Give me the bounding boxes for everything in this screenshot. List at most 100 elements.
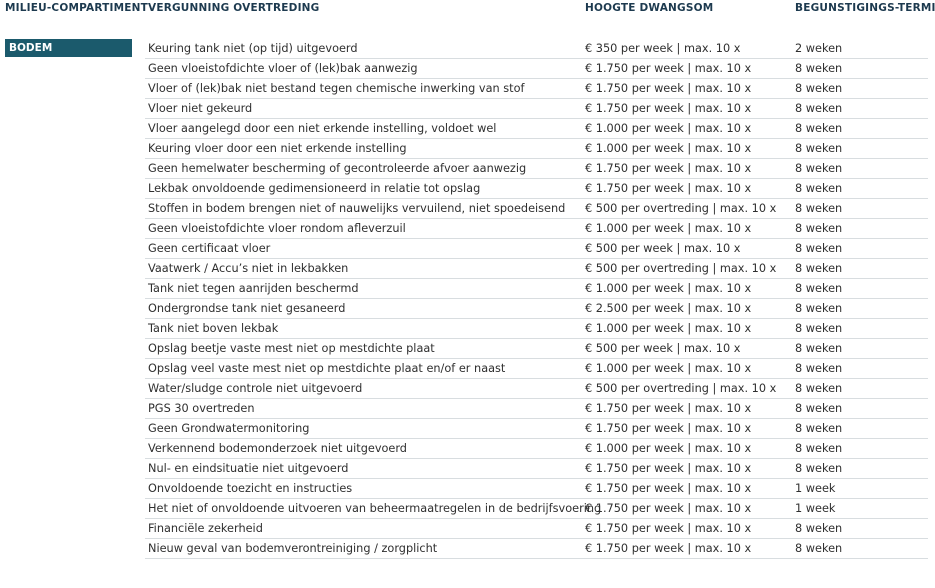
violation: Geen vloeistofdichte vloer rondom afleve…: [148, 222, 406, 235]
violation: Keuring tank niet (op tijd) uitgevoerd: [148, 42, 358, 55]
table-row: Vloer aangelegd door een niet erkende in…: [145, 119, 928, 139]
penalty-amount: € 1.000 per week | max. 10 x: [585, 322, 752, 335]
violation: Financiële zekerheid: [148, 522, 263, 535]
table-row: Geen certificaat vloer € 500 per week | m…: [145, 239, 928, 259]
violation: Opslag beetje vaste mest niet op mestdic…: [148, 342, 435, 355]
table-row: Tank niet boven lekbak € 1.000 per week |…: [145, 319, 928, 339]
violation: PGS 30 overtreden: [148, 402, 255, 415]
penalty-amount: € 500 per overtreding | max. 10 x: [585, 202, 777, 215]
penalty-amount: € 500 per overtreding | max. 10 x: [585, 382, 777, 395]
penalty-amount: € 1.000 per week | max. 10 x: [585, 362, 752, 375]
penalty-amount: € 500 per overtreding | max. 10 x: [585, 262, 777, 275]
grace-period: 8 weken: [795, 122, 843, 135]
violation: Nul- en eindsituatie niet uitgevoerd: [148, 462, 349, 475]
violation: Tank niet boven lekbak: [148, 322, 279, 335]
grace-period: 1 week: [795, 482, 836, 495]
grace-period: 8 weken: [795, 282, 843, 295]
column-header: BEGUNSTIGINGS-TERMIJN: [795, 2, 935, 14]
violation: Opslag veel vaste mest niet op mestdicht…: [148, 362, 506, 375]
violation: Water/sludge controle niet uitgevoerd: [148, 382, 363, 395]
violation: Geen vloeistofdichte vloer of (lek)bak a…: [148, 62, 418, 75]
penalty-amount: € 1.750 per week | max. 10 x: [585, 402, 752, 415]
grace-period: 8 weken: [795, 162, 843, 175]
table-row: Opslag beetje vaste mest niet op mestdic…: [145, 339, 928, 359]
grace-period: 8 weken: [795, 262, 843, 275]
penalty-amount: € 500 per week | max. 10 x: [585, 342, 741, 355]
grace-period: 8 weken: [795, 342, 843, 355]
penalty-amount: € 1.750 per week | max. 10 x: [585, 462, 752, 475]
grace-period: 8 weken: [795, 102, 843, 115]
penalty-amount: € 1.750 per week | max. 10 x: [585, 502, 752, 515]
violation: Vloer niet gekeurd: [148, 102, 253, 115]
table-row: Onvoldoende toezicht en instructies € 1.7…: [145, 479, 928, 499]
penalty-amount: € 1.750 per week | max. 10 x: [585, 482, 752, 495]
penalty-amount: € 500 per week | max. 10 x: [585, 242, 741, 255]
grace-period: 8 weken: [795, 82, 843, 95]
violation: Onvoldoende toezicht en instructies: [148, 482, 353, 495]
grace-period: 8 weken: [795, 362, 843, 375]
column-header: MILIEU-COMPARTIMENT: [5, 2, 149, 14]
grace-period: 8 weken: [795, 222, 843, 235]
violation: Verkennend bodemonderzoek niet uitgevoer…: [148, 442, 407, 455]
grace-period: 8 weken: [795, 442, 843, 455]
table-row: Geen vloeistofdichte vloer rondom afleve…: [145, 219, 928, 239]
table-row: Vloer niet gekeurd € 1.750 per week | max…: [145, 99, 928, 119]
grace-period: 8 weken: [795, 462, 843, 475]
table-row: Water/sludge controle niet uitgevoerd € 5…: [145, 379, 928, 399]
table-row: Lekbak onvoldoende gedimensioneerd in re…: [145, 179, 928, 199]
penalty-amount: € 1.750 per week | max. 10 x: [585, 102, 752, 115]
table-row: Keuring tank niet (op tijd) uitgevoerd € …: [145, 39, 928, 59]
grace-period: 8 weken: [795, 62, 843, 75]
violation: Tank niet tegen aanrijden beschermd: [148, 282, 359, 295]
grace-period: 8 weken: [795, 382, 843, 395]
grace-period: 8 weken: [795, 182, 843, 195]
column-header: HOOGTE DWANGSOM: [585, 2, 714, 14]
table-row: Stoffen in bodem brengen niet of nauweli…: [145, 199, 928, 219]
penalty-amount: € 1.750 per week | max. 10 x: [585, 522, 752, 535]
table-row: Nul- en eindsituatie niet uitgevoerd € 1.…: [145, 459, 928, 479]
table-row: Ondergrondse tank niet gesaneerd € 2.500 …: [145, 299, 928, 319]
penalty-amount: € 2.500 per week | max. 10 x: [585, 302, 752, 315]
grace-period: 8 weken: [795, 422, 843, 435]
table-row: Het niet of onvoldoende uitvoeren van be…: [145, 499, 928, 519]
violation: Lekbak onvoldoende gedimensioneerd in re…: [148, 182, 481, 195]
penalty-amount: € 1.000 per week | max. 10 x: [585, 282, 752, 295]
grace-period: 8 weken: [795, 302, 843, 315]
table-row: Tank niet tegen aanrijden beschermd € 1.0…: [145, 279, 928, 299]
table-row: Geen hemelwater bescherming of gecontrol…: [145, 159, 928, 179]
column-header: VERGUNNING OVERTREDING: [148, 2, 320, 14]
table-row: Vaatwerk / Accu’s niet in lekbakken € 500…: [145, 259, 928, 279]
penalty-amount: € 1.750 per week | max. 10 x: [585, 542, 752, 555]
penalty-amount: € 1.750 per week | max. 10 x: [585, 82, 752, 95]
grace-period: 8 weken: [795, 202, 843, 215]
penalty-amount: € 1.750 per week | max. 10 x: [585, 182, 752, 195]
penalty-amount: € 1.000 per week | max. 10 x: [585, 122, 752, 135]
grace-period: 1 week: [795, 502, 836, 515]
violation: Geen hemelwater bescherming of gecontrol…: [148, 162, 527, 175]
table-row: PGS 30 overtreden € 1.750 per week | max.…: [145, 399, 928, 419]
compartment-label: BODEM: [5, 39, 132, 57]
grace-period: 8 weken: [795, 322, 843, 335]
violation: Vloer aangelegd door een niet erkende in…: [148, 122, 497, 135]
table-row: Nieuw geval van bodemverontreiniging / z…: [145, 539, 928, 559]
grace-period: 8 weken: [795, 142, 843, 155]
penalty-amount: € 1.000 per week | max. 10 x: [585, 442, 752, 455]
violation: Het niet of onvoldoende uitvoeren van be…: [148, 502, 602, 515]
violation: Stoffen in bodem brengen niet of nauweli…: [148, 202, 566, 215]
penalty-amount: € 1.000 per week | max. 10 x: [585, 222, 752, 235]
violation: Geen certificaat vloer: [148, 242, 271, 255]
violation: Geen Grondwatermonitoring: [148, 422, 310, 435]
violation: Ondergrondse tank niet gesaneerd: [148, 302, 346, 315]
table-row: Keuring vloer door een niet erkende inst…: [145, 139, 928, 159]
grace-period: 8 weken: [795, 242, 843, 255]
penalty-amount: € 1.750 per week | max. 10 x: [585, 422, 752, 435]
table-row: Financiële zekerheid € 1.750 per week | m…: [145, 519, 928, 539]
table-row: Geen Grondwatermonitoring € 1.750 per wee…: [145, 419, 928, 439]
grace-period: 8 weken: [795, 402, 843, 415]
violation: Keuring vloer door een niet erkende inst…: [148, 142, 407, 155]
table-row: Vloer of (lek)bak niet bestand tegen che…: [145, 79, 928, 99]
violation: Vloer of (lek)bak niet bestand tegen che…: [148, 82, 525, 95]
grace-period: 2 weken: [795, 42, 843, 55]
penalty-amount: € 1.750 per week | max. 10 x: [585, 162, 752, 175]
